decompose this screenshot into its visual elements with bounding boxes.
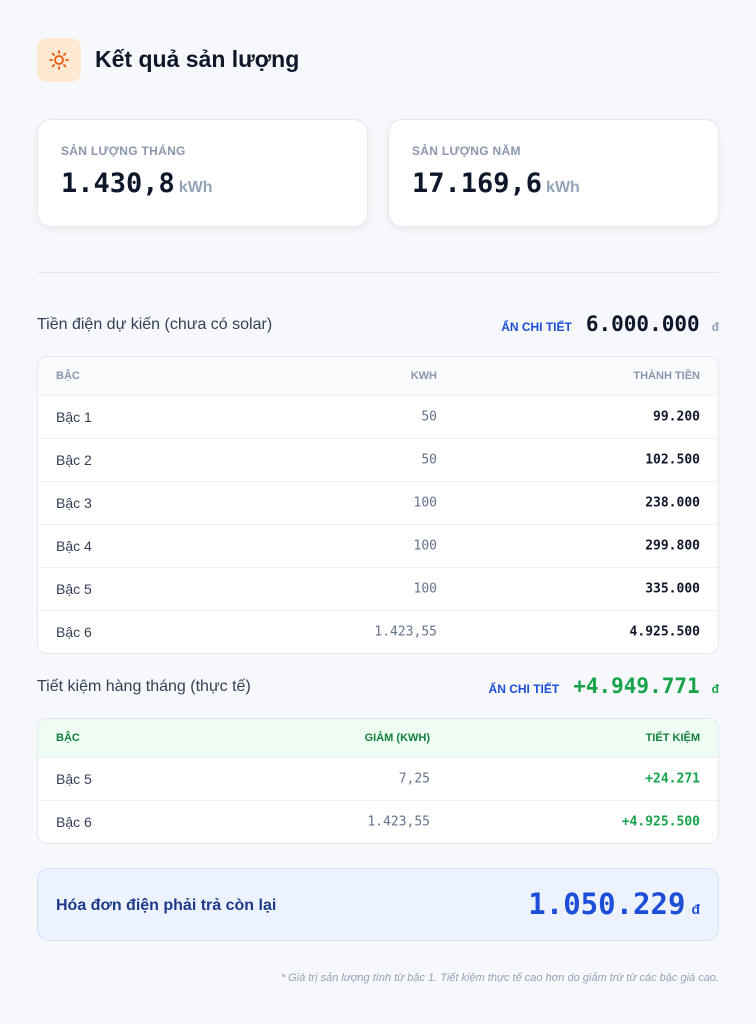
column-header: BẬC xyxy=(56,732,80,744)
kwh-cell: 100 xyxy=(413,538,437,554)
column-header: KWH xyxy=(410,370,437,382)
table-row: Bậc 6 1.423,55 +4.925.500 xyxy=(38,800,718,843)
kwh-cell: 50 xyxy=(421,409,437,425)
column-header: TIẾT KIỆM xyxy=(645,732,700,744)
remaining-box: Hóa đơn điện phải trả còn lại 1.050.229 đ xyxy=(37,868,719,941)
table-row: Bậc 2 50 102.500 xyxy=(38,438,718,481)
tier-label: Bậc 6 xyxy=(56,624,92,640)
section-title: Tiết kiệm hàng tháng (thực tế) xyxy=(37,678,251,695)
card-unit: kWh xyxy=(178,179,213,196)
card-value: 17.169,6 xyxy=(412,168,543,199)
column-header: THÀNH TIỀN xyxy=(633,370,700,382)
amount-cell: 335.000 xyxy=(645,581,700,597)
tier-label: Bậc 3 xyxy=(56,495,92,511)
footnote: * Giá trị sản lượng tính từ bậc 1. Tiết … xyxy=(280,972,719,984)
table-row: Bậc 4 100 299.800 xyxy=(38,524,718,567)
toggle-details-button[interactable]: ẨN CHI TIẾT xyxy=(501,320,572,334)
amount-cell: 4.925.500 xyxy=(629,624,700,640)
summary-card: SẢN LƯỢNG THÁNG 1.430,8 kWh xyxy=(37,119,368,227)
sun-svg xyxy=(49,50,69,70)
table-row: Bậc 1 50 99.200 xyxy=(38,395,718,438)
card-value: 1.430,8 xyxy=(61,168,175,199)
table-row: Bậc 5 7,25 +24.271 xyxy=(38,757,718,800)
tier-label: Bậc 4 xyxy=(56,538,92,554)
table-row: Bậc 3 100 238.000 xyxy=(38,481,718,524)
tier-label: Bậc 6 xyxy=(56,814,92,830)
card-label: SẢN LƯỢNG NĂM xyxy=(412,144,521,158)
remaining-value-wrap: 1.050.229 đ xyxy=(528,887,700,921)
card-unit: kWh xyxy=(546,179,580,196)
card-value-wrap: 1.430,8 kWh xyxy=(61,168,213,199)
column-header: BẬC xyxy=(56,370,80,382)
table-row: Bậc 6 1.423,55 4.925.500 xyxy=(38,610,718,653)
section-currency: đ xyxy=(711,682,719,696)
section-total: 6.000.000 xyxy=(585,312,700,336)
card-label: SẢN LƯỢNG THÁNG xyxy=(61,144,186,158)
table-header: BẬC GIẢM (KWH) TIẾT KIỆM xyxy=(38,719,718,757)
amount-cell: 299.800 xyxy=(645,538,700,554)
amount-cell: 238.000 xyxy=(645,495,700,511)
tier-label: Bậc 5 xyxy=(56,771,92,787)
kwh-cell: 7,25 xyxy=(398,771,430,787)
tier-label: Bậc 1 xyxy=(56,409,92,425)
amount-cell: +4.925.500 xyxy=(621,814,700,830)
divider xyxy=(37,272,719,273)
kwh-cell: 100 xyxy=(413,581,437,597)
amount-cell: 99.200 xyxy=(653,409,700,425)
section-total: +4.949.771 xyxy=(573,674,700,698)
table: BẬC GIẢM (KWH) TIẾT KIỆM Bậc 5 7,25 +24.271 Bậ… xyxy=(37,718,719,844)
section-summary: ẨN CHI TIẾT +4.949.771 đ xyxy=(489,674,719,698)
table-header: BẬC KWH THÀNH TIỀN xyxy=(38,357,718,395)
kwh-cell: 100 xyxy=(413,495,437,511)
sun-icon xyxy=(37,38,81,82)
card-value-wrap: 17.169,6 kWh xyxy=(412,168,580,199)
column-header: GIẢM (KWH) xyxy=(364,732,430,744)
section-title: Tiền điện dự kiến (chưa có solar) xyxy=(37,316,273,333)
kwh-cell: 1.423,55 xyxy=(374,624,437,640)
toggle-details-button[interactable]: ẨN CHI TIẾT xyxy=(488,682,560,696)
table-row: Bậc 5 100 335.000 xyxy=(38,567,718,610)
remaining-currency: đ xyxy=(691,901,700,917)
page-title: Kết quả sản lượng xyxy=(95,46,300,72)
kwh-cell: 1.423,55 xyxy=(367,814,430,830)
section-summary: ẨN CHI TIẾT 6.000.000 đ xyxy=(501,312,719,336)
kwh-cell: 50 xyxy=(421,452,437,468)
tier-label: Bậc 5 xyxy=(56,581,92,597)
tier-label: Bậc 2 xyxy=(56,452,92,468)
amount-cell: +24.271 xyxy=(645,771,700,787)
table: BẬC KWH THÀNH TIỀN Bậc 1 50 99.200 Bậc 2 50 102.… xyxy=(37,356,719,654)
summary-card: SẢN LƯỢNG NĂM 17.169,6 kWh xyxy=(388,119,719,227)
amount-cell: 102.500 xyxy=(645,452,700,468)
section-currency: đ xyxy=(711,320,719,334)
remaining-value: 1.050.229 xyxy=(528,887,686,921)
remaining-label: Hóa đơn điện phải trả còn lại xyxy=(56,897,277,914)
